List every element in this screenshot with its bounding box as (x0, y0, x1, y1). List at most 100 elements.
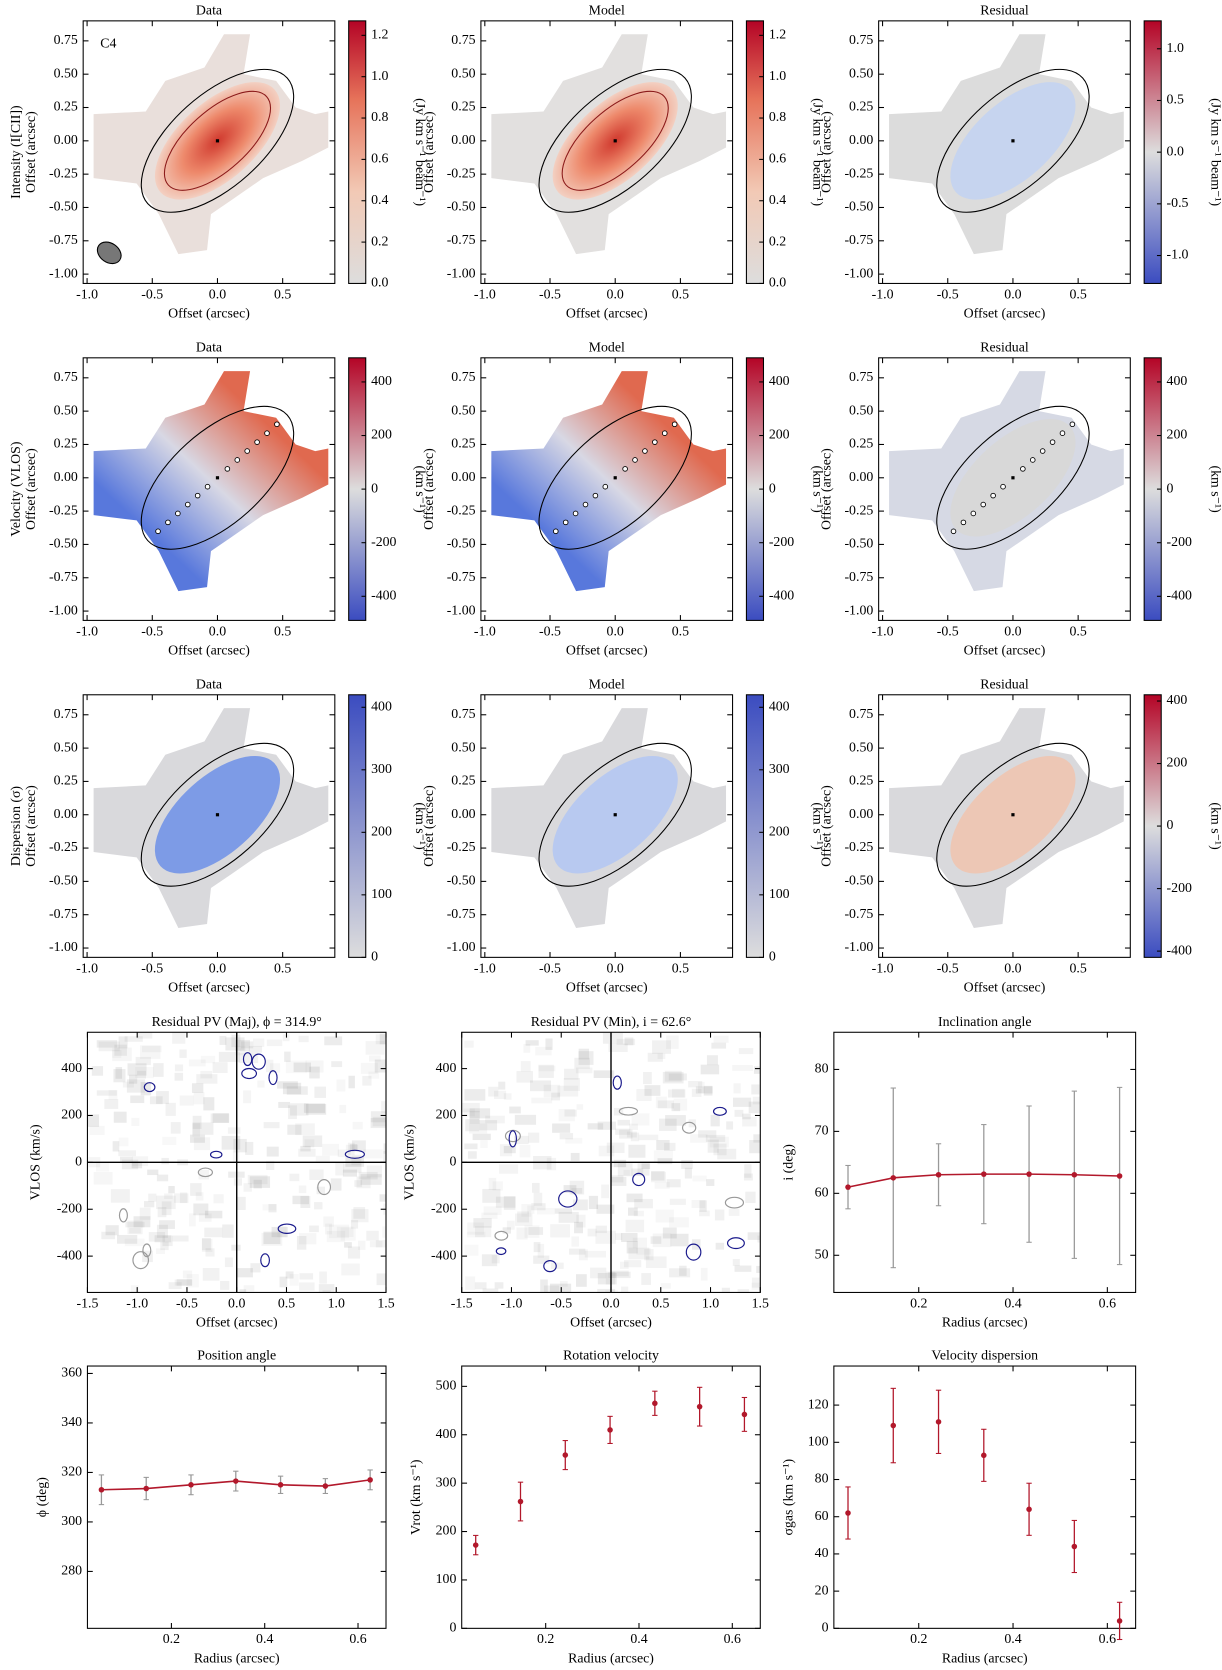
y-axis-label: ϕ (deg) (34, 1477, 50, 1517)
pv-noise (641, 1273, 652, 1285)
pv-noise (651, 1171, 667, 1183)
ring-ellipse (936, 742, 1090, 887)
x-tick-label: -0.5 (937, 960, 959, 975)
y-tick-label: 20 (815, 1582, 829, 1597)
pv-noise (148, 1193, 157, 1202)
pv-noise (304, 1139, 315, 1148)
y-tick-label: 0 (449, 1620, 456, 1635)
data-point (562, 1452, 569, 1458)
pv-noise (257, 1080, 265, 1088)
pv-noise (331, 1061, 343, 1068)
pv-noise (343, 1163, 362, 1173)
pv-noise (590, 1267, 607, 1279)
pv-noise (654, 1182, 670, 1189)
pv-noise (174, 1072, 184, 1081)
y-tick-label: 0.75 (451, 369, 475, 384)
pv-contour (726, 1237, 745, 1250)
center-marker (613, 476, 617, 480)
data-point (98, 1486, 105, 1493)
pv-noise (558, 1211, 579, 1223)
x-tick-label: 0.5 (672, 286, 689, 301)
pv-noise (225, 1037, 245, 1051)
pv-noise (519, 1144, 531, 1158)
pv-noise (268, 1204, 277, 1213)
y-axis-label: Offset (arcsec) (819, 111, 835, 193)
x-tick-label: 0.5 (672, 960, 689, 975)
ring-marker (602, 483, 609, 490)
pv-noise (262, 1204, 277, 1211)
pv-noise (156, 1174, 169, 1182)
ring-marker (572, 510, 579, 517)
pv-noise (231, 1244, 241, 1251)
x-tick-label: 0.5 (1069, 623, 1086, 638)
pv-noise (657, 1100, 675, 1109)
emission-mask (93, 371, 329, 592)
x-tick-label: 1.0 (702, 1295, 719, 1310)
pv-noise (339, 1104, 347, 1114)
x-tick-label: 0.0 (1004, 286, 1021, 301)
pv-noise (190, 1183, 202, 1196)
pv-noise (492, 1181, 503, 1191)
pv-noise (156, 1091, 169, 1104)
data-point (935, 1171, 942, 1178)
pv-contour (142, 1243, 152, 1258)
colorbar-label: (km s⁻¹) (810, 802, 826, 849)
pv-noise (93, 1172, 113, 1185)
ring-marker (184, 501, 191, 508)
y-tick-label: 0.00 (849, 132, 873, 147)
pv-noise (538, 1064, 554, 1078)
x-axis-label: Offset (arcsec) (566, 979, 648, 995)
pv-noise (698, 1130, 717, 1138)
pv-noise (179, 1192, 188, 1204)
pv-noise (234, 1045, 246, 1056)
pv-noise (370, 1111, 387, 1123)
pv-noise (732, 1065, 753, 1071)
pv-noise (182, 1270, 193, 1279)
x-axis-label: Offset (arcsec) (964, 643, 1046, 659)
pv-noise (559, 1133, 574, 1140)
pv-noise (597, 1272, 617, 1285)
y-axis-label: Offset (arcsec) (23, 785, 39, 867)
pv-noise (653, 1150, 674, 1164)
pv-noise (227, 1127, 241, 1134)
pv-noise (587, 1228, 597, 1237)
ring-marker (1000, 483, 1006, 490)
pv-noise (379, 1033, 387, 1045)
pv-noise (218, 1051, 240, 1062)
x-tick-label: 0.5 (652, 1295, 669, 1310)
pv-noise (738, 1048, 754, 1055)
ring-ellipse (140, 742, 295, 887)
y-tick-label: 0.25 (451, 99, 475, 114)
x-tick-label: 0.0 (228, 1295, 245, 1310)
pv-noise (624, 1037, 634, 1046)
colorbar-tick-label: 0 (769, 480, 776, 495)
pv-noise (615, 1128, 631, 1135)
pv-noise (538, 1065, 556, 1072)
pv-noise (574, 1057, 590, 1069)
y-tick-label: 0.50 (451, 65, 475, 80)
pv-noise (114, 1044, 127, 1056)
y-tick-label: 0.25 (451, 436, 475, 451)
pv-noise (369, 1241, 383, 1248)
y-tick-label: -0.50 (447, 873, 476, 888)
ring-marker (960, 519, 967, 526)
y-tick-label: 0.50 (451, 739, 475, 754)
y-tick-label: -1.00 (49, 602, 78, 617)
pv-noise (499, 1144, 513, 1157)
panel-title: Residual (980, 2, 1029, 17)
pv-noise (672, 1088, 685, 1098)
pv-noise (140, 1082, 152, 1096)
pv-noise (671, 1103, 681, 1112)
ring-marker (1069, 421, 1076, 428)
y-axis-label: Offset (arcsec) (421, 111, 437, 193)
pv-noise (250, 1263, 261, 1273)
ring-marker (980, 501, 987, 508)
y-tick-label: 0.00 (54, 469, 78, 484)
pv-noise (659, 1118, 677, 1131)
axes-frame (878, 694, 1131, 958)
pv-contour (197, 1167, 213, 1178)
pv-noise (118, 1036, 128, 1049)
panel-title: Inclination angle (938, 1014, 1032, 1029)
pv-noise (733, 1097, 752, 1107)
pv-noise (131, 1161, 143, 1169)
